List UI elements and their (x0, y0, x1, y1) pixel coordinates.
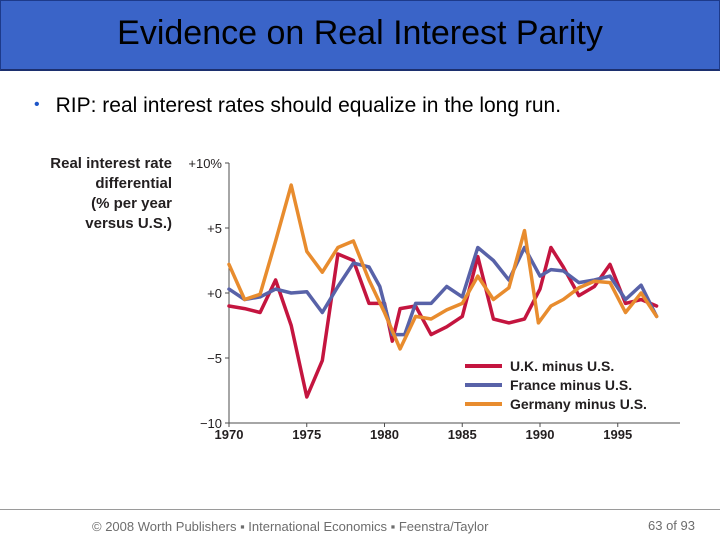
y-tick-label: +5 (207, 221, 222, 236)
x-tick-label: 1975 (292, 427, 321, 442)
x-tick-label: 1985 (448, 427, 477, 442)
footer-divider (0, 509, 720, 510)
y-tick-label: +0 (207, 286, 222, 301)
x-tick-label: 1980 (370, 427, 399, 442)
y-axis-title-line: differential (95, 175, 172, 192)
y-axis-title-line: Real interest rate (50, 155, 172, 172)
slide-title: Evidence on Real Interest Parity (117, 14, 603, 52)
bullet-text: RIP: real interest rates should equalize… (55, 94, 562, 117)
chart-legend: U.K. minus U.S. France minus U.S. Germany … (465, 358, 647, 412)
y-tick-label: −10 (200, 416, 222, 431)
y-axis-title-line: (% per year (91, 195, 172, 212)
x-tick-label: 1970 (215, 427, 244, 442)
series-line-2 (227, 183, 659, 351)
bullet-dot-icon: • (34, 96, 40, 113)
legend-label: Germany minus U.S. (510, 396, 647, 412)
legend-label: U.K. minus U.S. (510, 358, 614, 374)
y-axis-title-line: versus U.S.) (85, 215, 172, 232)
chart-series (227, 183, 659, 399)
y-tick-label: +10% (188, 156, 222, 171)
y-tick-label: −5 (207, 351, 222, 366)
legend-label: France minus U.S. (510, 377, 632, 393)
title-bar: Evidence on Real Interest Parity (0, 0, 720, 71)
bullet-point: • RIP: real interest rates should equaliz… (34, 94, 561, 118)
x-tick-label: 1990 (526, 427, 555, 442)
series-line-0 (227, 245, 659, 399)
footer-credit: © 2008 Worth Publishers ▪ International … (92, 519, 489, 534)
page-number: 63 of 93 (648, 518, 695, 533)
x-tick-label: 1995 (603, 427, 632, 442)
series-line-1 (227, 245, 659, 337)
y-axis-title: Real interest rate differential (% per y… (40, 154, 172, 234)
